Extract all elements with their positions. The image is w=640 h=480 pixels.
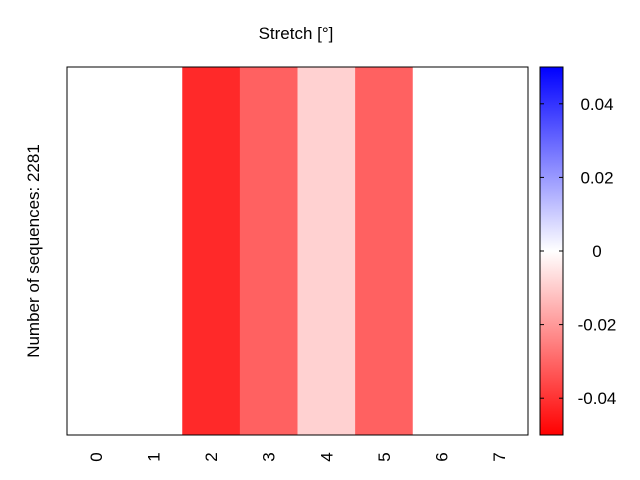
colorbar-tick-label: 0.02 — [580, 168, 613, 187]
heatmap-cell-3 — [239, 67, 298, 435]
chart-title: Stretch [°] — [259, 24, 334, 43]
colorbar-tick-labels: 0.04 0.02 0 -0.02 -0.04 — [540, 95, 616, 408]
colorbar-tick-label: 0 — [592, 242, 601, 261]
heatmap-cell-7 — [470, 67, 529, 435]
x-tick-label: 5 — [375, 452, 394, 461]
x-tick-label: 2 — [202, 452, 221, 461]
heatmap-cells — [67, 67, 529, 435]
plot-frame — [66, 66, 529, 436]
heatmap-cell-5 — [355, 67, 414, 435]
heatmap-cell-2 — [182, 67, 241, 435]
x-tick-label: 3 — [260, 452, 279, 461]
heatmap-cell-0 — [67, 67, 126, 435]
colorbar-tick-label: -0.04 — [578, 389, 617, 408]
x-tick-label: 0 — [87, 452, 106, 461]
y-axis-label: Number of sequences: 2281 — [24, 144, 43, 358]
heatmap-cell-1 — [124, 67, 183, 435]
x-tick-labels: 0 1 2 3 4 5 6 7 — [87, 452, 509, 461]
heatmap-cell-4 — [297, 67, 356, 435]
colorbar-tick-label: 0.04 — [580, 95, 613, 114]
x-tick-label: 6 — [433, 452, 452, 461]
heatmap-cell-6 — [412, 67, 471, 435]
colorbar-tick-label: -0.02 — [578, 316, 617, 335]
x-tick-label: 1 — [144, 452, 163, 461]
x-tick-label: 7 — [490, 452, 509, 461]
x-tick-label: 4 — [317, 452, 336, 461]
